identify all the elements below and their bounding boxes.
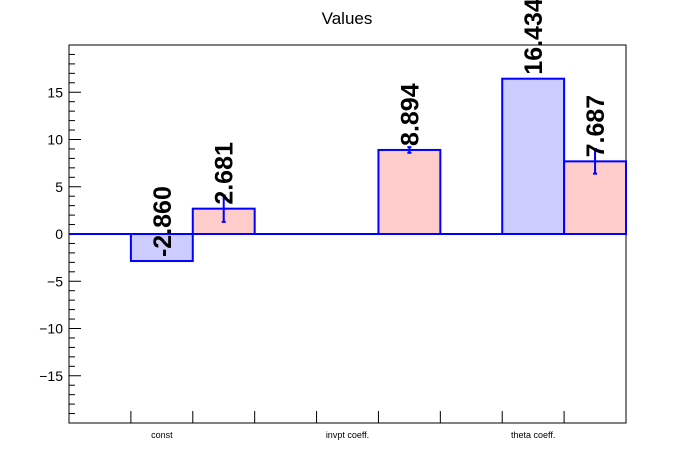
bar-value-label: -2.860 <box>149 186 177 257</box>
y-tick-label: 15 <box>47 84 63 100</box>
axes: −15 −10 −5 0 5 10 15 const invpt coeff. theta coe… <box>39 53 565 440</box>
bar-value-label: 8.894 <box>396 83 424 146</box>
y-tick-label: 5 <box>55 179 63 195</box>
bar <box>501 77 566 235</box>
y-tick-label: −10 <box>39 321 63 337</box>
y-tick-label: −15 <box>39 368 63 384</box>
y-tick-label: −5 <box>47 273 63 289</box>
y-tick-label: 10 <box>47 132 63 148</box>
bar-value-label: 7.687 <box>582 95 610 158</box>
bar <box>377 148 442 236</box>
bar-value-label: 16.434 <box>520 0 548 75</box>
chart-title: Values <box>322 9 373 28</box>
bars <box>69 77 627 263</box>
x-category-label: const <box>151 430 173 440</box>
x-category-label: theta coeff. <box>511 430 555 440</box>
bar-value-label: 2.681 <box>211 142 239 205</box>
bar-value-labels: -2.860 16.434 2.681 8.894 7.687 <box>149 0 610 257</box>
y-tick-label: 0 <box>55 226 63 242</box>
x-category-label: invpt coeff. <box>326 430 369 440</box>
